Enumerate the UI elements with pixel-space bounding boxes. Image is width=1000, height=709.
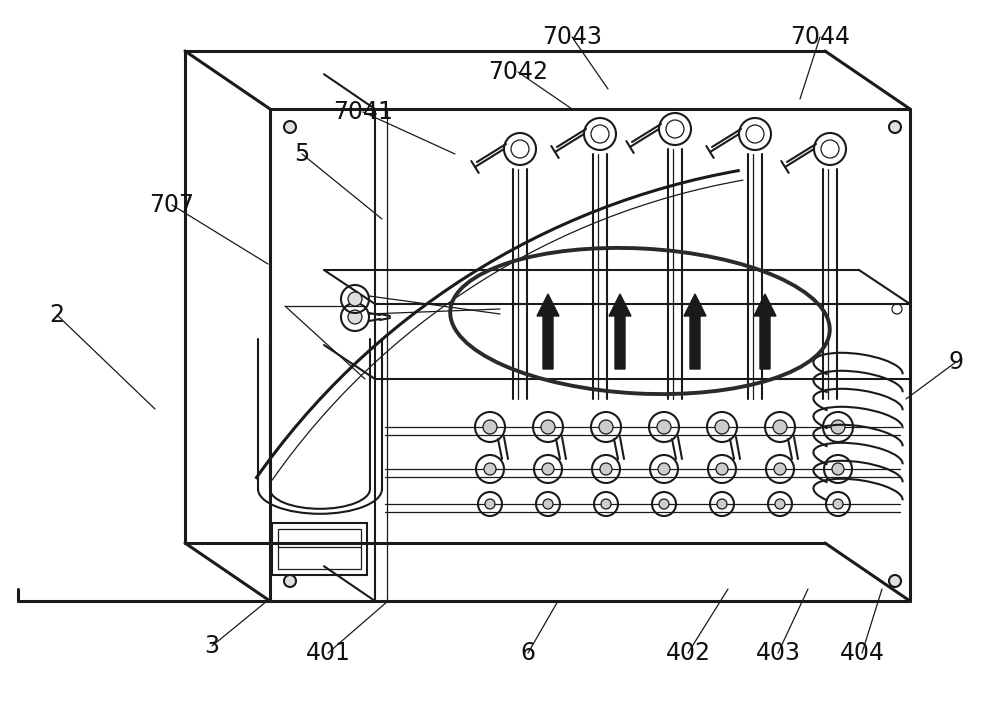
Circle shape xyxy=(348,292,362,306)
Bar xyxy=(278,529,361,569)
Text: 7041: 7041 xyxy=(333,100,393,124)
Text: 7043: 7043 xyxy=(542,25,602,49)
Text: 6: 6 xyxy=(520,641,536,665)
Text: 707: 707 xyxy=(150,193,194,217)
Circle shape xyxy=(716,463,728,475)
Circle shape xyxy=(543,499,553,509)
Circle shape xyxy=(717,499,727,509)
Circle shape xyxy=(483,420,497,434)
Circle shape xyxy=(659,499,669,509)
Circle shape xyxy=(657,420,671,434)
Circle shape xyxy=(889,575,901,587)
Circle shape xyxy=(773,420,787,434)
Circle shape xyxy=(774,463,786,475)
Circle shape xyxy=(284,121,296,133)
FancyArrow shape xyxy=(609,294,631,369)
Text: 9: 9 xyxy=(948,350,964,374)
Text: 404: 404 xyxy=(840,641,885,665)
FancyArrow shape xyxy=(754,294,776,369)
Text: 3: 3 xyxy=(205,634,220,658)
Circle shape xyxy=(348,310,362,324)
Text: 7042: 7042 xyxy=(488,60,548,84)
Circle shape xyxy=(715,420,729,434)
Circle shape xyxy=(831,420,845,434)
Circle shape xyxy=(601,499,611,509)
Circle shape xyxy=(541,420,555,434)
Text: 401: 401 xyxy=(306,641,350,665)
Circle shape xyxy=(833,499,843,509)
Bar xyxy=(272,523,367,575)
Text: 5: 5 xyxy=(294,142,310,166)
Circle shape xyxy=(542,463,554,475)
Circle shape xyxy=(485,499,495,509)
Text: 7044: 7044 xyxy=(790,25,850,49)
Text: 2: 2 xyxy=(50,303,64,327)
Text: 402: 402 xyxy=(666,641,710,665)
FancyArrow shape xyxy=(684,294,706,369)
Circle shape xyxy=(599,420,613,434)
Circle shape xyxy=(600,463,612,475)
Circle shape xyxy=(775,499,785,509)
Circle shape xyxy=(484,463,496,475)
Circle shape xyxy=(284,575,296,587)
Circle shape xyxy=(658,463,670,475)
FancyArrow shape xyxy=(537,294,559,369)
Circle shape xyxy=(889,121,901,133)
Circle shape xyxy=(832,463,844,475)
Text: 403: 403 xyxy=(756,641,800,665)
